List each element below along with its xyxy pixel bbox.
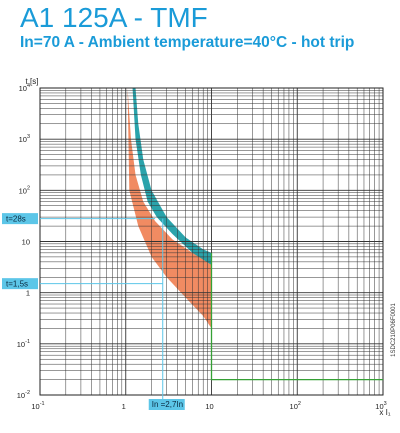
annotation-label-1: t=28s [6, 215, 26, 224]
annotation-label-2: t=1,5s [6, 280, 28, 289]
plot-frame [39, 87, 384, 396]
chart-title: A1 125A - TMF [20, 2, 208, 33]
annotation-box [2, 278, 38, 290]
y-axis-label: t [s] [26, 77, 39, 86]
y-tick-label: 104 [19, 83, 30, 93]
annotation-box [148, 399, 185, 410]
y-tick-label: 10-2 [17, 390, 30, 400]
x-tick-label: 10-1 [31, 401, 44, 411]
instantaneous-trip-line [210, 252, 383, 381]
x-tick-label: 1 [122, 402, 126, 411]
y-tick-label: 10-1 [17, 339, 30, 349]
document-id: 1SDC210P06F0001 [391, 302, 397, 356]
y-tick-label: 102 [19, 185, 30, 195]
grid [39, 88, 383, 396]
x-tick-label: 102 [290, 401, 301, 411]
chart-subtitle: In=70 A - Ambient temperature=40°C - hot… [20, 34, 355, 51]
x-axis-label: x I₁ [379, 408, 390, 417]
annotation-box [2, 213, 38, 225]
y-tick-label: 10 [22, 238, 30, 247]
x-tick-label: 103 [375, 401, 386, 411]
trip-band-2 [132, 88, 212, 265]
y-tick-label: 1 [26, 289, 30, 298]
y-tick-label: 103 [19, 134, 30, 144]
annotation-label-3: In =2,7In [152, 400, 183, 409]
x-tick-label: 10 [205, 402, 213, 411]
